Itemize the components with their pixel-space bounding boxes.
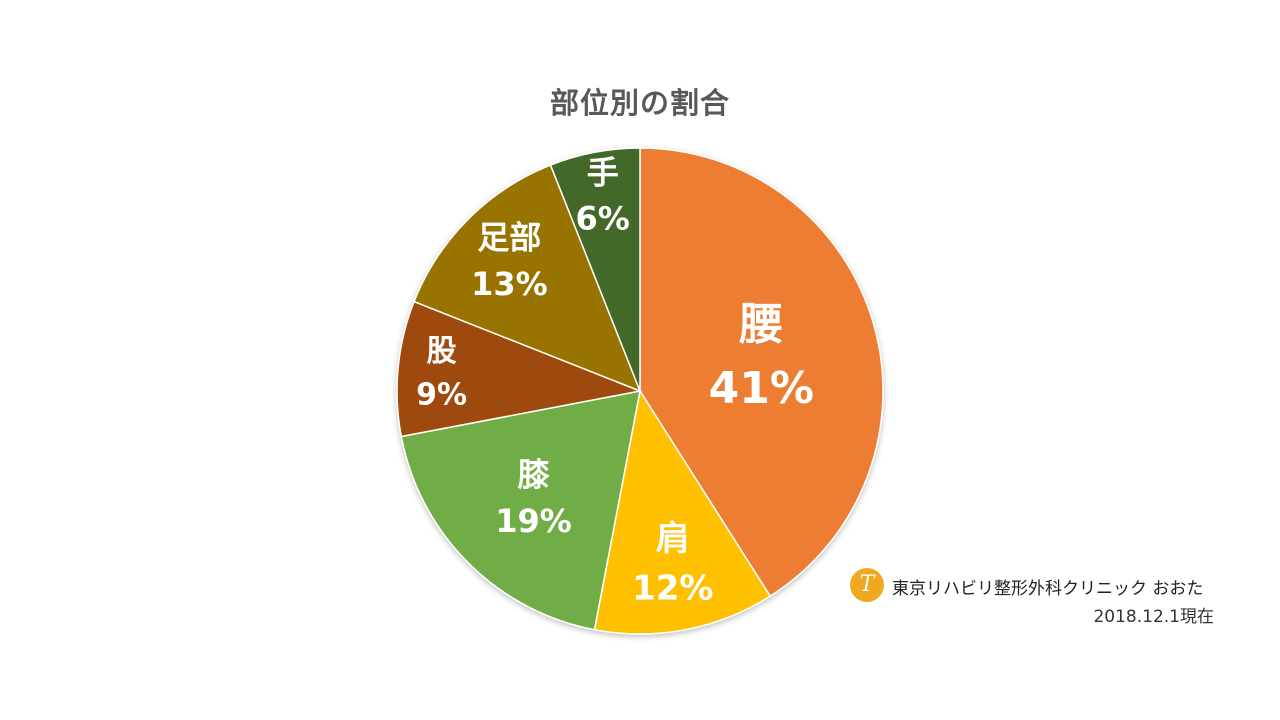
slice-percent-label: 19% bbox=[495, 502, 572, 540]
clinic-name: 東京リハビリ整形外科クリニック おおた bbox=[892, 579, 1204, 599]
slice-percent-label: 6% bbox=[576, 200, 630, 238]
slice-percent-label: 9% bbox=[416, 378, 467, 413]
pie-slice-6 bbox=[549, 147, 641, 392]
pie-slice-5 bbox=[413, 164, 642, 393]
pie-slice-4 bbox=[396, 300, 643, 438]
slice-category-label: 腰 bbox=[738, 299, 783, 350]
slice-category-label: 膝 bbox=[517, 456, 550, 494]
pie-slice-3 bbox=[400, 390, 641, 631]
clinic-logo-icon: T bbox=[850, 568, 884, 602]
pie-slice-2 bbox=[593, 388, 772, 635]
chart-title: 部位別の割合 bbox=[549, 86, 730, 120]
pie-labels: 腰 41% 肩 12% 膝 19% 股 9% 足部 13% 手 6% bbox=[416, 153, 814, 608]
slice-category-label: 股 bbox=[427, 334, 457, 369]
slice-category-label: 足部 bbox=[477, 218, 541, 256]
slice-percent-label: 12% bbox=[632, 568, 713, 608]
slice-category-label: 肩 bbox=[656, 519, 690, 559]
pie-slice-1 bbox=[639, 147, 884, 598]
slice-percent-label: 13% bbox=[471, 265, 548, 303]
slice-percent-label: 41% bbox=[709, 363, 814, 414]
slice-category-label: 手 bbox=[587, 153, 619, 191]
as-of-date: 2018.12.1現在 bbox=[1093, 607, 1214, 627]
clinic-credit: T 東京リハビリ整形外科クリニック おおた 2018.12.1現在 bbox=[850, 566, 1220, 630]
pie-slices bbox=[396, 147, 884, 635]
